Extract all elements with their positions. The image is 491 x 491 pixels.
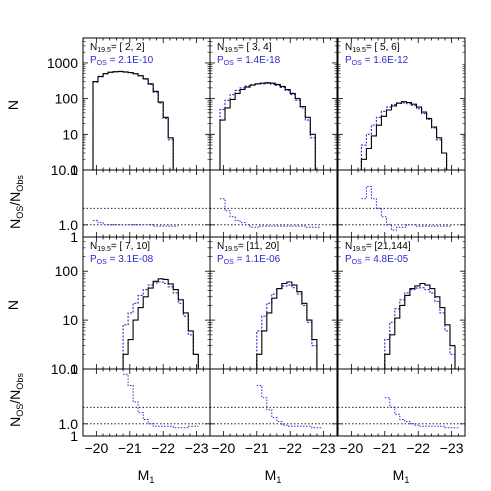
y-tick-label: 10 (62, 126, 78, 142)
x-tick-label: −22 (406, 440, 430, 456)
panel-6: −20 −21 −22 −23 N19.5= [21,144]POS = 4.8E-05 (337, 236, 466, 456)
observed-histogram (92, 70, 179, 171)
bin-label: N19.5= [21,144] (345, 241, 411, 253)
observed-histogram (384, 282, 460, 370)
ratio-curve (220, 198, 321, 228)
simulated-histogram (256, 284, 322, 370)
x-tick-label: −23 (312, 440, 336, 456)
x-tick-label: −22 (151, 440, 175, 456)
ratio-frame (82, 169, 211, 238)
ratio-frame (337, 368, 466, 437)
x-tick-label: −21 (118, 440, 142, 456)
ratio-frame (209, 169, 338, 238)
probability-label: POS = 2.1E-10 (90, 55, 154, 67)
probability-label: POS = 1.4E-18 (217, 55, 281, 67)
simulated-histogram (92, 71, 179, 171)
ratio-curve (384, 397, 460, 429)
hist-ylabel-bottom: N (5, 300, 21, 310)
xlabel-col-1: M1 (138, 467, 155, 485)
probability-label: POS = 1.1E-06 (217, 254, 281, 266)
panel-5: −20 −21 −22 −23 N19.5= [11, 20]POS = 1.1E-06 (209, 236, 338, 456)
ratio-frame (337, 169, 466, 238)
simulated-histogram (122, 281, 199, 369)
panel-3: N19.5= [ 5, 6]POS = 1.6E-12 (337, 37, 466, 238)
y-tick-label: 100 (55, 263, 79, 279)
ratio-tick-label: 1.0 (59, 416, 79, 432)
axis-labels: N N NOS/NObs NOS/NObs M1 M1 M1 (5, 100, 409, 485)
ratio-ylabel-bottom: NOS/NObs (7, 373, 25, 427)
simulated-histogram (384, 287, 460, 370)
y-tick-label: 1000 (47, 55, 78, 71)
ratio-tick-label: 1 (70, 428, 78, 444)
bin-label: N19.5= [ 3, 4] (217, 42, 272, 54)
y-tick-label: 1 (70, 361, 78, 377)
observed-histogram (219, 82, 321, 171)
bin-label: N19.5= [11, 20] (217, 241, 279, 253)
x-tick-label: −21 (245, 440, 269, 456)
ratio-tick-label: 1 (70, 229, 78, 245)
ratio-ylabel-top: NOS/NObs (7, 175, 25, 229)
observed-histogram (360, 101, 452, 171)
x-tick-label: −20 (339, 440, 363, 456)
observed-histogram (256, 281, 322, 370)
x-tick-label: −23 (185, 440, 209, 456)
observed-histogram (122, 278, 199, 369)
x-tick-label: −23 (440, 440, 464, 456)
bin-label: N19.5= [ 2, 2] (90, 42, 145, 54)
x-tick-label: −22 (278, 440, 302, 456)
bin-label: N19.5= [ 5, 6] (345, 42, 400, 54)
y-tick-label: 100 (55, 91, 79, 107)
panel-2: N19.5= [ 3, 4]POS = 1.4E-18 (209, 37, 338, 238)
x-tick-label: −21 (373, 440, 397, 456)
ratio-curve (256, 385, 322, 429)
x-tick-label: −20 (84, 440, 108, 456)
hist-ylabel-top: N (5, 100, 21, 110)
y-tick-label: 10 (62, 312, 78, 328)
ratio-frame (209, 368, 338, 437)
ratio-tick-label: 10.0 (51, 162, 78, 178)
probability-label: POS = 4.8E-05 (345, 254, 409, 266)
y-tick-label: 1 (70, 162, 78, 178)
ratio-frame (82, 368, 211, 437)
ratio-curve (123, 373, 199, 429)
ratio-tick-label: 1.0 (59, 217, 79, 233)
bin-label: N19.5= [ 7, 10] (90, 241, 150, 253)
x-tick-label: −20 (211, 440, 235, 456)
xlabel-col-3: M1 (393, 467, 410, 485)
probability-label: POS = 3.1E-08 (90, 254, 154, 266)
ratio-curve (93, 220, 179, 227)
ratio-tick-label: 10.0 (51, 361, 78, 377)
probability-label: POS = 1.6E-12 (345, 55, 409, 67)
ratio-curve (361, 186, 452, 231)
xlabel-col-2: M1 (265, 467, 282, 485)
